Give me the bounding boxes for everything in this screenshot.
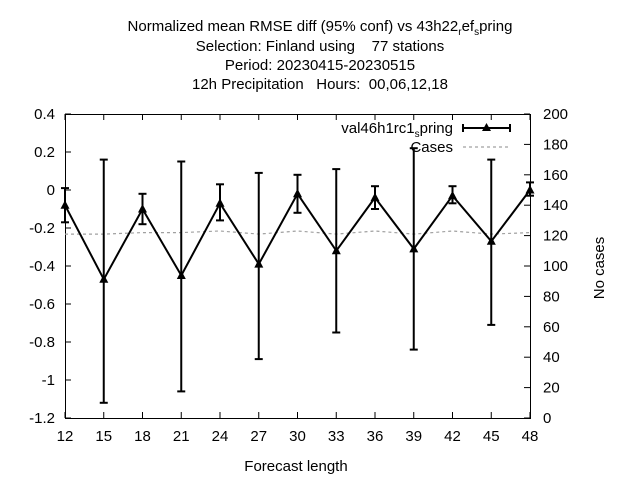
y2-tick-label: 120: [543, 228, 568, 245]
x-tick-label: 30: [289, 428, 306, 445]
y2-tick-label: 80: [543, 288, 560, 305]
title-suffix: pring: [479, 18, 513, 35]
y2-axis-label: No cases: [591, 237, 608, 300]
data-point: [525, 185, 535, 194]
y-tick-label: 0.2: [34, 144, 55, 161]
x-tick-label: 36: [367, 428, 384, 445]
x-tick-label: 24: [212, 428, 229, 445]
y-tick-label: -0.6: [29, 296, 55, 313]
chart-title-line-1: Normalized mean RMSE diff (95% conf) vs …: [0, 18, 640, 42]
title-subscript-2: s: [474, 27, 480, 38]
legend: val46h1rc1spring Cases: [341, 120, 511, 156]
chart-title-line-2: Selection: Finland using 77 stations: [195, 38, 445, 55]
data-point: [448, 190, 457, 200]
left-axis-ticks: 0.4 0.2 0 -0.2 -0.4 -0.6 -0.8 -1 -1.2: [29, 106, 71, 427]
x-tick-label: 39: [405, 428, 422, 445]
legend-label-main-suffix: pring: [420, 120, 453, 137]
data-point: [60, 200, 70, 209]
x-tick-label: 12: [57, 428, 74, 445]
legend-label-main-subscript: s: [415, 129, 420, 140]
plot-frame: [65, 114, 531, 419]
y2-tick-label: 40: [543, 349, 560, 366]
cases-line: [65, 230, 531, 235]
y-tick-label: 0: [47, 182, 55, 199]
y2-tick-label: 100: [543, 258, 568, 275]
y-tick-label: -0.4: [29, 258, 55, 275]
bottom-axis-ticks: 12 15 18 21 24 27 30 33 36 39 42 45 48: [57, 114, 539, 445]
legend-marker-main: [482, 123, 491, 131]
y2-tick-label: 60: [543, 319, 560, 336]
x-tick-label: 27: [250, 428, 267, 445]
cases-series: [65, 230, 531, 235]
title-middle: ef: [461, 18, 475, 35]
x-tick-label: 45: [483, 428, 500, 445]
y2-tick-label: 20: [543, 380, 560, 397]
main-series-markers: [60, 185, 535, 283]
title-subscript-1: r: [458, 27, 462, 38]
title-prefix: Normalized mean RMSE diff (95% conf) vs …: [127, 18, 459, 35]
data-point: [409, 243, 419, 253]
x-axis-label: Forecast length: [244, 458, 347, 475]
y2-tick-label: 160: [543, 167, 568, 184]
legend-label-main: val46h1rc1spring: [341, 120, 453, 140]
chart-title-line-3: Period: 20230415-20230515: [224, 57, 416, 74]
data-point: [486, 236, 496, 245]
y-tick-label: 0.4: [34, 106, 55, 123]
y-tick-label: -1: [42, 372, 55, 389]
data-point: [99, 274, 109, 283]
data-point: [331, 245, 341, 255]
data-point: [138, 204, 147, 213]
y2-tick-label: 180: [543, 136, 568, 153]
y-tick-label: -0.2: [29, 220, 55, 237]
data-point: [370, 192, 380, 202]
legend-label-main-prefix: val46h1rc1: [341, 120, 414, 137]
y-tick-label: -1.2: [29, 410, 55, 427]
y2-tick-label: 200: [543, 106, 568, 123]
y2-tick-label: 140: [543, 197, 568, 214]
y2-tick-label: 0: [543, 410, 551, 427]
x-tick-label: 48: [522, 428, 539, 445]
data-point: [176, 270, 186, 279]
x-tick-label: 33: [328, 428, 345, 445]
x-tick-label: 42: [444, 428, 461, 445]
x-tick-label: 15: [95, 428, 112, 445]
x-tick-label: 18: [134, 428, 151, 445]
y-tick-label: -0.8: [29, 334, 55, 351]
legend-label-cases: Cases: [410, 139, 453, 156]
chart-title-line-4: 12h Precipitation Hours: 00,06,12,18: [192, 76, 448, 93]
x-tick-label: 21: [173, 428, 190, 445]
error-bars: [61, 147, 534, 404]
data-point: [254, 259, 264, 268]
data-point: [293, 188, 302, 198]
data-point: [215, 198, 225, 207]
